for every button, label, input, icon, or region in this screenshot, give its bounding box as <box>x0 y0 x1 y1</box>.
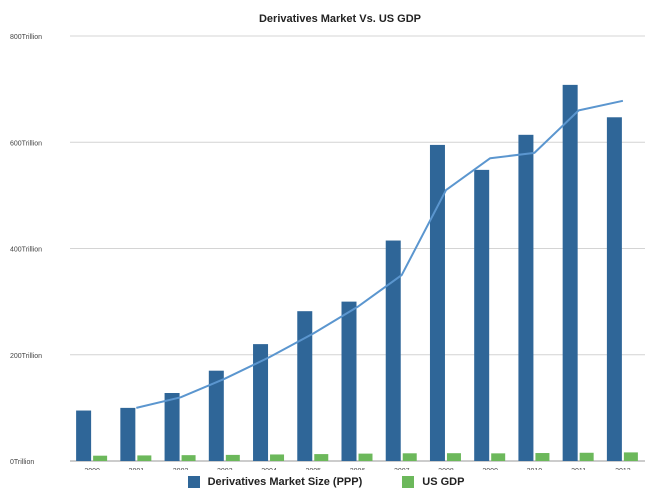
bar-us-gdp <box>137 455 152 461</box>
bar-derivatives <box>341 301 357 461</box>
bar-us-gdp <box>579 452 594 461</box>
legend-label-us-gdp: US GDP <box>422 476 465 488</box>
bar-derivatives <box>120 407 136 461</box>
trend-line <box>136 99 624 409</box>
bar-derivatives <box>297 311 313 461</box>
bars <box>76 84 638 461</box>
bar-derivatives <box>385 240 401 461</box>
bar-us-gdp <box>402 453 417 461</box>
bar-us-gdp <box>446 453 461 461</box>
gridlines <box>70 35 645 462</box>
legend-swatch-us-gdp <box>402 476 415 488</box>
bar-us-gdp <box>181 455 196 461</box>
legend-item-derivatives: Derivatives Market Size (PPP) <box>187 476 363 488</box>
chart: Derivatives Market Vs. US GDP 0Trillion 2… <box>10 13 645 470</box>
bar-us-gdp <box>314 454 329 461</box>
trend-line-path <box>136 99 624 409</box>
bar-derivatives <box>164 393 180 461</box>
y-tick-label: 0Trillion <box>10 459 34 466</box>
legend-item-us-gdp: US GDP <box>402 476 464 488</box>
bar-derivatives <box>474 169 490 461</box>
x-tick-label: 2000 <box>84 468 100 470</box>
bar-us-gdp <box>623 452 638 461</box>
y-tick-label: 400Trillion <box>10 247 42 254</box>
bar-us-gdp <box>93 455 108 461</box>
legend: Derivatives Market Size (PPP) US GDP <box>0 473 652 491</box>
bar-derivatives <box>76 410 92 461</box>
x-tick-label: 2001 <box>129 468 145 470</box>
bar-us-gdp <box>225 454 240 461</box>
y-tick-label: 800Trillion <box>10 34 42 41</box>
tick-labels: 0Trillion 200Trillion 400Trillion 600Trilli… <box>10 34 631 470</box>
x-tick-label: 2007 <box>394 468 410 470</box>
bar-us-gdp <box>491 453 506 461</box>
legend-label-derivatives: Derivatives Market Size (PPP) <box>207 476 363 488</box>
bar-derivatives <box>562 84 578 461</box>
bar-us-gdp <box>535 453 550 461</box>
bar-us-gdp <box>270 454 285 461</box>
x-tick-label: 2012 <box>615 468 631 470</box>
x-tick-label: 2006 <box>350 468 366 470</box>
x-tick-label: 2003 <box>217 468 233 470</box>
x-tick-label: 2010 <box>527 468 543 470</box>
x-tick-label: 2008 <box>438 468 454 470</box>
x-tick-label: 2005 <box>305 468 321 470</box>
x-tick-label: 2002 <box>173 468 189 470</box>
x-tick-label: 2009 <box>482 468 498 470</box>
bar-derivatives <box>606 117 622 461</box>
bar-us-gdp <box>358 453 373 461</box>
y-tick-label: 600Trillion <box>10 140 42 147</box>
x-tick-label: 2004 <box>261 468 277 470</box>
y-tick-label: 200Trillion <box>10 353 42 360</box>
chart-title: Derivatives Market Vs. US GDP <box>259 13 421 25</box>
bar-derivatives <box>208 370 224 461</box>
bar-derivatives <box>253 344 269 461</box>
bar-derivatives <box>429 144 445 461</box>
legend-swatch-derivatives <box>187 476 200 488</box>
x-tick-label: 2011 <box>571 468 586 470</box>
bar-derivatives <box>518 134 534 461</box>
